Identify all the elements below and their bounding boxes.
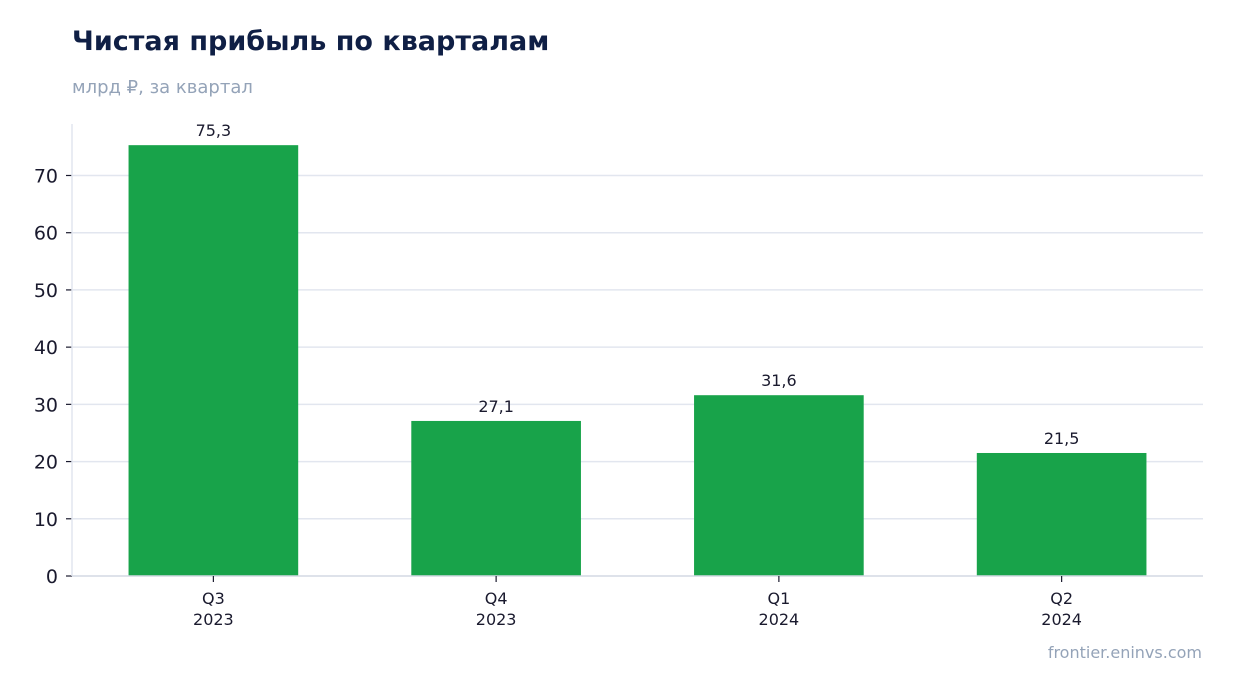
- bars: [128, 145, 1147, 576]
- y-tick-label: 40: [34, 337, 58, 359]
- y-tick-label: 30: [34, 394, 58, 416]
- x-tick-label-year: 2023: [476, 610, 517, 629]
- y-tick-label: 70: [34, 165, 58, 187]
- x-tick-label-year: 2024: [759, 610, 800, 629]
- x-tick-label-year: 2023: [193, 610, 234, 629]
- y-tick-label: 50: [34, 280, 58, 302]
- labels: 75,3 27,1 31,6 21,5: [196, 121, 1080, 448]
- axes: 0 10 20 30 40 50 60 70 Q3 2023 Q4 2023 Q1 2024 Q2 2024: [34, 124, 1203, 629]
- bar: [411, 420, 581, 576]
- chart-subtitle: млрд ₽, за квартал: [72, 77, 253, 98]
- bar-value-label: 31,6: [761, 371, 797, 390]
- y-tick-label: 60: [34, 223, 58, 245]
- bar-value-label: 21,5: [1044, 429, 1080, 448]
- bar: [976, 452, 1147, 576]
- x-tick-label-quarter: Q4: [485, 589, 508, 608]
- x-tick-label-year: 2024: [1041, 610, 1082, 629]
- x-tick-label-quarter: Q1: [767, 589, 790, 608]
- chart-title: Чистая прибыль по кварталам: [72, 26, 550, 57]
- source-credit: frontier.eninvs.com: [1047, 643, 1202, 662]
- y-tick-label: 0: [46, 566, 58, 588]
- bar: [694, 395, 864, 576]
- bar-value-label: 27,1: [478, 397, 514, 416]
- x-tick-label-quarter: Q2: [1050, 589, 1073, 608]
- y-tick-label: 20: [34, 452, 58, 474]
- x-tick-label-quarter: Q3: [202, 589, 225, 608]
- bar: [128, 145, 299, 576]
- bar-value-label: 75,3: [196, 121, 232, 140]
- y-tick-label: 10: [34, 509, 58, 531]
